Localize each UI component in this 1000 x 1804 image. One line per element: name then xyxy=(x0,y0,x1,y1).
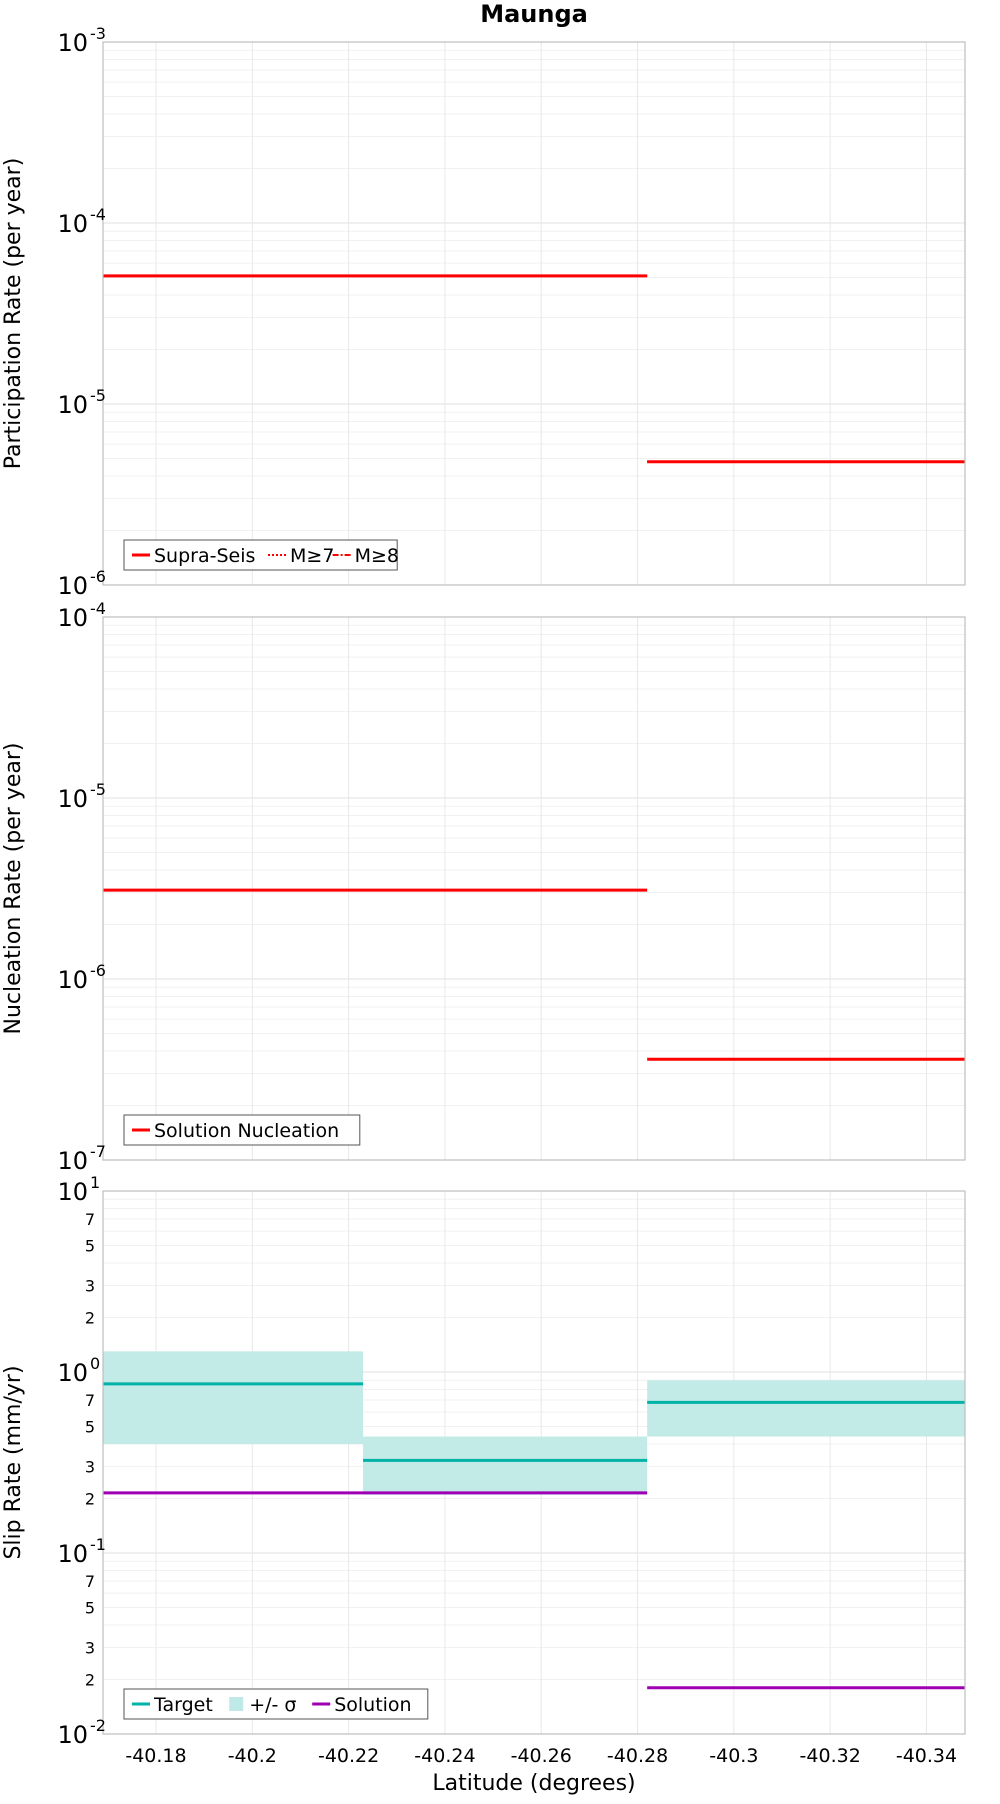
y-minor-tick-label: 2 xyxy=(85,1309,95,1328)
y-minor-tick-label: 5 xyxy=(85,1598,95,1617)
y-minor-tick-label: 3 xyxy=(85,1277,95,1296)
y-minor-tick-label: 7 xyxy=(85,1210,95,1229)
legend-label: Solution xyxy=(334,1694,411,1716)
y-tick-label: 10 xyxy=(57,210,88,238)
y-tick-label: 10 xyxy=(57,1178,88,1206)
y-tick-exponent: -1 xyxy=(90,1535,106,1554)
y-tick-label: 10 xyxy=(57,572,88,600)
y-tick-exponent: -3 xyxy=(90,24,106,43)
y-axis-label: Slip Rate (mm/yr) xyxy=(1,1365,26,1559)
y-tick-exponent: -7 xyxy=(90,1142,106,1161)
legend: Supra-Seis M≥7 M≥8 xyxy=(123,539,399,571)
x-tick-label: -40.2 xyxy=(228,1745,277,1767)
y-tick-exponent: 1 xyxy=(90,1173,100,1192)
legend-box xyxy=(123,539,398,571)
legend-box xyxy=(123,1688,429,1720)
y-tick-exponent: -5 xyxy=(90,780,106,799)
plot-frame xyxy=(102,616,966,1161)
chart-title: Maunga xyxy=(480,0,588,28)
y-tick-exponent: -2 xyxy=(90,1716,106,1735)
y-axis-label: Nucleation Rate (per year) xyxy=(1,743,26,1035)
x-axis-label: Latitude (degrees) xyxy=(432,1771,635,1796)
y-minor-tick-label: 2 xyxy=(85,1671,95,1690)
x-tick-label: -40.32 xyxy=(800,1745,861,1767)
legend-label: Target xyxy=(153,1694,213,1716)
y-tick-label: 10 xyxy=(57,29,88,57)
x-tick-label: -40.3 xyxy=(709,1745,758,1767)
y-minor-tick-label: 3 xyxy=(85,1639,95,1658)
sigma-band-segment xyxy=(103,1351,364,1445)
legend-label: M≥8 xyxy=(355,545,399,567)
y-tick-label: 10 xyxy=(57,966,88,994)
y-minor-tick-label: 7 xyxy=(85,1572,95,1591)
y-minor-tick-label: 2 xyxy=(85,1490,95,1509)
x-tick-label: -40.18 xyxy=(125,1745,186,1767)
plot-area xyxy=(103,617,965,1160)
y-axis-label: Participation Rate (per year) xyxy=(1,158,26,470)
legend-label: +/- σ xyxy=(249,1694,296,1716)
y-tick-exponent: -6 xyxy=(90,961,106,980)
x-tick-label: -40.34 xyxy=(896,1745,957,1767)
plot-area xyxy=(103,42,965,585)
y-tick-label: 10 xyxy=(57,391,88,419)
legend-box xyxy=(123,1114,361,1146)
y-minor-tick-label: 7 xyxy=(85,1391,95,1410)
y-tick-label: 10 xyxy=(57,1147,88,1175)
x-tick-label: -40.28 xyxy=(607,1745,668,1767)
y-tick-exponent: -5 xyxy=(90,386,106,405)
y-tick-label: 10 xyxy=(57,1359,88,1387)
legend: Solution Nucleation xyxy=(123,1114,361,1146)
x-tick-label: -40.24 xyxy=(414,1745,475,1767)
y-tick-label: 10 xyxy=(57,1540,88,1568)
sigma-band-segment xyxy=(363,1436,648,1495)
legend-swatch xyxy=(229,1697,244,1711)
legend-label: M≥7 xyxy=(290,545,334,567)
y-tick-exponent: 0 xyxy=(90,1354,100,1373)
y-tick-label: 10 xyxy=(57,1721,88,1749)
x-tick-label: -40.26 xyxy=(511,1745,572,1767)
y-minor-tick-label: 3 xyxy=(85,1458,95,1477)
legend-label: Supra-Seis xyxy=(154,545,255,567)
y-tick-exponent: -4 xyxy=(90,599,106,618)
y-tick-label: 10 xyxy=(57,604,88,632)
plot-frame xyxy=(102,1190,966,1735)
legend-label: Solution Nucleation xyxy=(154,1120,339,1142)
legend: Target +/- σ Solution xyxy=(123,1688,429,1720)
y-tick-exponent: -6 xyxy=(90,567,106,586)
y-minor-tick-label: 5 xyxy=(85,1236,95,1255)
y-minor-tick-label: 5 xyxy=(85,1417,95,1436)
sigma-band-segment xyxy=(647,1380,965,1437)
plot-frame xyxy=(102,41,966,586)
y-tick-label: 10 xyxy=(57,785,88,813)
x-tick-label: -40.22 xyxy=(318,1745,379,1767)
y-tick-exponent: -4 xyxy=(90,205,106,224)
